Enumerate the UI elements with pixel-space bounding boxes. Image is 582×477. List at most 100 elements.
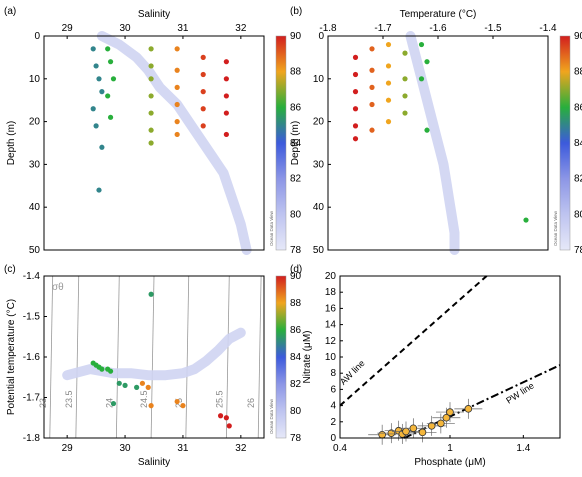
x-tick-label: 32 [235, 443, 247, 454]
panel-d: (d) AW line PW line 0.4 1 1.4 Phosphate (μM) 0 2… [290, 264, 561, 468]
data-point [352, 106, 359, 112]
data-point [148, 140, 154, 146]
data-point [402, 50, 408, 56]
isopycnal-line [115, 275, 120, 439]
data-point [223, 93, 229, 99]
line-label: PW line [504, 380, 535, 405]
y-tick-label: 0 [318, 31, 324, 42]
colorbar-tick-label: 86 [290, 102, 302, 113]
data-point [110, 76, 117, 82]
y-tick-label: 14 [325, 320, 337, 331]
y-tick-label: 20 [325, 271, 337, 282]
colorbar-tick-label: 80 [574, 209, 582, 220]
x-tick-label: -1.7 [374, 23, 392, 34]
data-point [148, 403, 154, 409]
data-point [369, 67, 375, 73]
mixing-line [403, 364, 561, 439]
data-point [223, 131, 229, 138]
data-point [402, 93, 408, 99]
data-point [385, 80, 392, 86]
colorbar [559, 35, 571, 251]
x-tick-label: 30 [119, 443, 131, 454]
x-tick-label: -1.6 [429, 23, 447, 34]
colorbar-caption: Ocean Data View [553, 210, 558, 246]
y-tick-label: -1.8 [23, 433, 41, 444]
isopycnal-line [257, 275, 262, 439]
panel-a: (a) 29 30 31 32 Salinity 0 10 20 30 40 50 Depth (m) 7… [4, 6, 302, 256]
colorbar-tick-label: 90 [290, 271, 302, 282]
data-point [134, 384, 140, 390]
x-tick-label: 29 [62, 23, 74, 34]
ctd-profile [405, 31, 460, 255]
x-tick-label: -1.5 [484, 23, 502, 34]
data-point [223, 110, 229, 116]
data-point [99, 89, 105, 95]
y-tick-label: 0 [34, 31, 40, 42]
data-point [378, 430, 386, 439]
isopycnal-line [185, 275, 190, 439]
colorbar-tick-label: 88 [574, 67, 582, 78]
panel-label: (b) [290, 6, 302, 17]
data-point [180, 403, 186, 409]
data-point [424, 59, 430, 65]
x-tick-label: 31 [177, 23, 189, 34]
mixing-line [339, 275, 488, 407]
data-point [90, 46, 96, 52]
y-axis-title: Potential temperature (°C) [6, 299, 17, 415]
data-point [148, 63, 154, 69]
colorbar-tick-label: 82 [290, 379, 302, 390]
y-tick-label: 40 [313, 202, 325, 213]
data-point [385, 41, 392, 48]
colorbar-tick-label: 88 [290, 298, 302, 309]
panel-label: (d) [290, 264, 302, 275]
data-point [99, 366, 105, 372]
isopycnal-label: 24 [104, 398, 114, 408]
data-point [96, 187, 102, 193]
data-point [174, 46, 180, 52]
data-point [174, 101, 180, 108]
data-point [352, 54, 359, 61]
x-tick-label: -1.8 [319, 23, 337, 34]
colorbar-tick-label: 90 [574, 31, 582, 42]
colorbar-tick-label: 88 [290, 67, 302, 78]
x-tick-label: 32 [235, 23, 247, 34]
y-tick-label: -1.4 [23, 271, 41, 282]
data-point [110, 400, 117, 407]
isopycnal-line [225, 275, 230, 439]
colorbar-tick-label: 86 [574, 102, 582, 113]
data-point [148, 76, 154, 82]
colorbar-tick-label: 84 [574, 138, 582, 149]
data-point [223, 59, 229, 65]
plot-frame [43, 35, 265, 251]
colorbar-tick-label: 84 [290, 138, 302, 149]
data-point [122, 382, 128, 388]
colorbar-tick-label: 80 [290, 406, 302, 417]
data-point [385, 63, 392, 69]
data-point [148, 127, 154, 133]
ctd-profile [96, 31, 252, 255]
data-point [107, 59, 114, 65]
x-axis-title: Temperature (°C) [400, 9, 477, 20]
y-tick-label: 4 [330, 401, 336, 412]
y-tick-label: 50 [29, 245, 41, 256]
data-point [523, 217, 529, 223]
x-tick-label: 0.4 [333, 443, 347, 454]
data-point [217, 413, 224, 419]
colorbar [275, 35, 287, 251]
data-point [402, 110, 408, 116]
data-point [437, 419, 445, 428]
data-point [369, 84, 375, 90]
y-tick-label: -1.6 [23, 352, 41, 363]
colorbar-tick-label: 86 [290, 325, 302, 336]
data-point [200, 123, 206, 129]
isopycnal-label: 23 [38, 398, 48, 408]
y-tick-label: 30 [29, 159, 41, 170]
sigma-label: σθ [52, 282, 64, 293]
data-point [409, 424, 418, 433]
y-tick-label: -1.7 [23, 393, 41, 404]
isopycnal-line [150, 275, 155, 439]
x-tick-label: 31 [177, 443, 189, 454]
data-point [174, 84, 180, 90]
data-point [90, 106, 96, 112]
